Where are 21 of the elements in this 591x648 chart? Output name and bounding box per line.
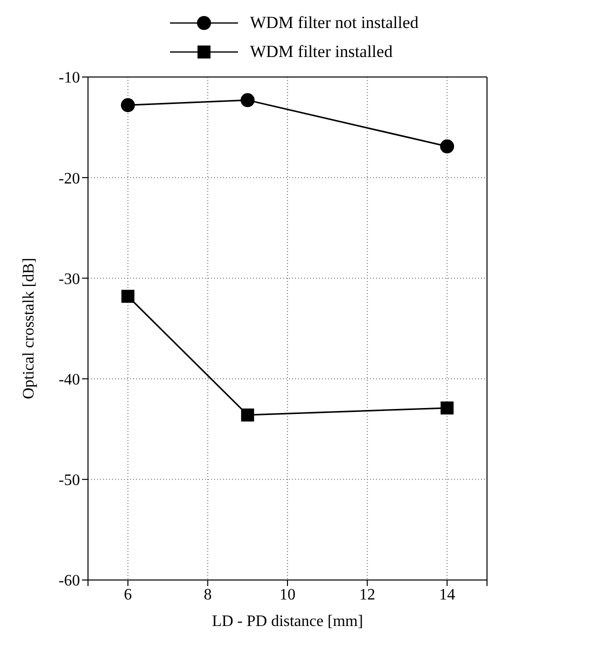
legend-label: WDM filter installed <box>250 42 393 62</box>
point <box>440 139 454 154</box>
x-axis-title: LD - PD distance [mm] <box>212 613 364 630</box>
point <box>241 408 254 422</box>
point <box>440 401 454 414</box>
point <box>240 93 255 108</box>
point <box>121 290 134 303</box>
y-tick-label: -10 <box>58 70 80 87</box>
y-tick-label: -30 <box>58 270 80 288</box>
y-axis-title: Optical crosstalk [dB] <box>20 258 38 400</box>
legend-label: WDM filter not installed <box>250 12 419 32</box>
x-tick-label: 6 <box>124 586 132 604</box>
x-tick-label: 14 <box>439 586 456 604</box>
y-tick-label: -50 <box>58 472 80 490</box>
y-tick-label: -20 <box>58 170 80 188</box>
y-tick-label: -40 <box>58 371 80 388</box>
x-tick-label: 8 <box>204 586 212 604</box>
y-tick-label: -60 <box>58 572 80 590</box>
point <box>120 98 135 112</box>
x-tick-label: 10 <box>280 586 296 604</box>
x-tick-label: 12 <box>359 586 376 604</box>
